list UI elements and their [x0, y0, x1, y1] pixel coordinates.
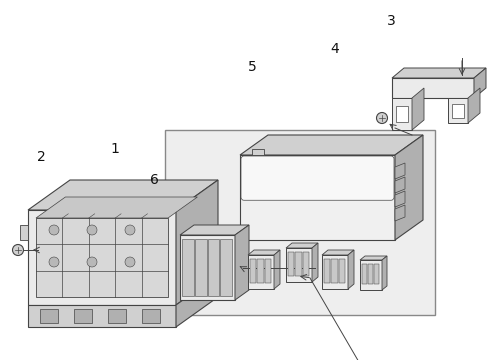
- Polygon shape: [240, 155, 394, 240]
- Polygon shape: [321, 255, 347, 289]
- Polygon shape: [394, 177, 404, 193]
- Polygon shape: [273, 250, 280, 289]
- Bar: [40, 309, 58, 323]
- Polygon shape: [381, 256, 386, 290]
- Polygon shape: [207, 239, 219, 296]
- Polygon shape: [394, 163, 404, 179]
- Polygon shape: [235, 225, 248, 300]
- Polygon shape: [467, 88, 479, 123]
- FancyBboxPatch shape: [241, 156, 393, 200]
- Circle shape: [125, 257, 135, 267]
- Polygon shape: [361, 264, 366, 284]
- Polygon shape: [251, 149, 264, 155]
- Polygon shape: [257, 259, 263, 283]
- Polygon shape: [447, 98, 467, 123]
- Polygon shape: [247, 255, 273, 289]
- Polygon shape: [28, 210, 176, 305]
- Polygon shape: [302, 252, 308, 276]
- Circle shape: [376, 112, 386, 123]
- Polygon shape: [180, 235, 235, 300]
- Polygon shape: [180, 225, 248, 235]
- Polygon shape: [391, 68, 485, 78]
- Text: 7: 7: [247, 220, 256, 234]
- Polygon shape: [20, 225, 28, 240]
- Bar: [142, 309, 160, 323]
- Polygon shape: [249, 259, 256, 283]
- Polygon shape: [321, 250, 353, 255]
- Circle shape: [125, 225, 135, 235]
- Bar: [451, 104, 463, 118]
- Circle shape: [87, 257, 97, 267]
- Text: 3: 3: [386, 14, 395, 28]
- Polygon shape: [338, 259, 345, 283]
- Polygon shape: [373, 264, 378, 284]
- Polygon shape: [28, 305, 176, 327]
- Text: 5: 5: [247, 60, 256, 73]
- Polygon shape: [36, 218, 168, 297]
- Polygon shape: [311, 243, 317, 282]
- Text: 6: 6: [149, 173, 158, 187]
- Bar: [395, 106, 407, 122]
- Polygon shape: [36, 197, 197, 218]
- Polygon shape: [28, 180, 218, 210]
- Bar: [164, 130, 434, 315]
- Text: 4: 4: [330, 42, 339, 55]
- Polygon shape: [347, 250, 353, 289]
- Polygon shape: [240, 135, 422, 155]
- Polygon shape: [411, 88, 423, 130]
- Polygon shape: [285, 248, 311, 282]
- Polygon shape: [391, 98, 411, 130]
- Text: 1: 1: [110, 143, 119, 156]
- Polygon shape: [247, 250, 280, 255]
- Circle shape: [49, 257, 59, 267]
- Circle shape: [13, 244, 23, 256]
- Polygon shape: [324, 259, 330, 283]
- Circle shape: [49, 225, 59, 235]
- Polygon shape: [394, 191, 404, 207]
- Polygon shape: [176, 180, 218, 305]
- Polygon shape: [359, 256, 386, 260]
- Polygon shape: [287, 252, 294, 276]
- Polygon shape: [264, 259, 270, 283]
- Text: 2: 2: [37, 150, 46, 163]
- Polygon shape: [182, 239, 193, 296]
- Polygon shape: [176, 275, 218, 327]
- Polygon shape: [285, 243, 317, 248]
- Polygon shape: [331, 259, 337, 283]
- Circle shape: [87, 225, 97, 235]
- Polygon shape: [394, 205, 404, 221]
- Bar: [108, 309, 126, 323]
- Polygon shape: [473, 68, 485, 98]
- Polygon shape: [391, 78, 473, 98]
- Polygon shape: [220, 239, 231, 296]
- Polygon shape: [394, 135, 422, 240]
- Polygon shape: [194, 239, 206, 296]
- Polygon shape: [367, 264, 372, 284]
- Polygon shape: [295, 252, 301, 276]
- Polygon shape: [359, 260, 381, 290]
- Bar: [74, 309, 92, 323]
